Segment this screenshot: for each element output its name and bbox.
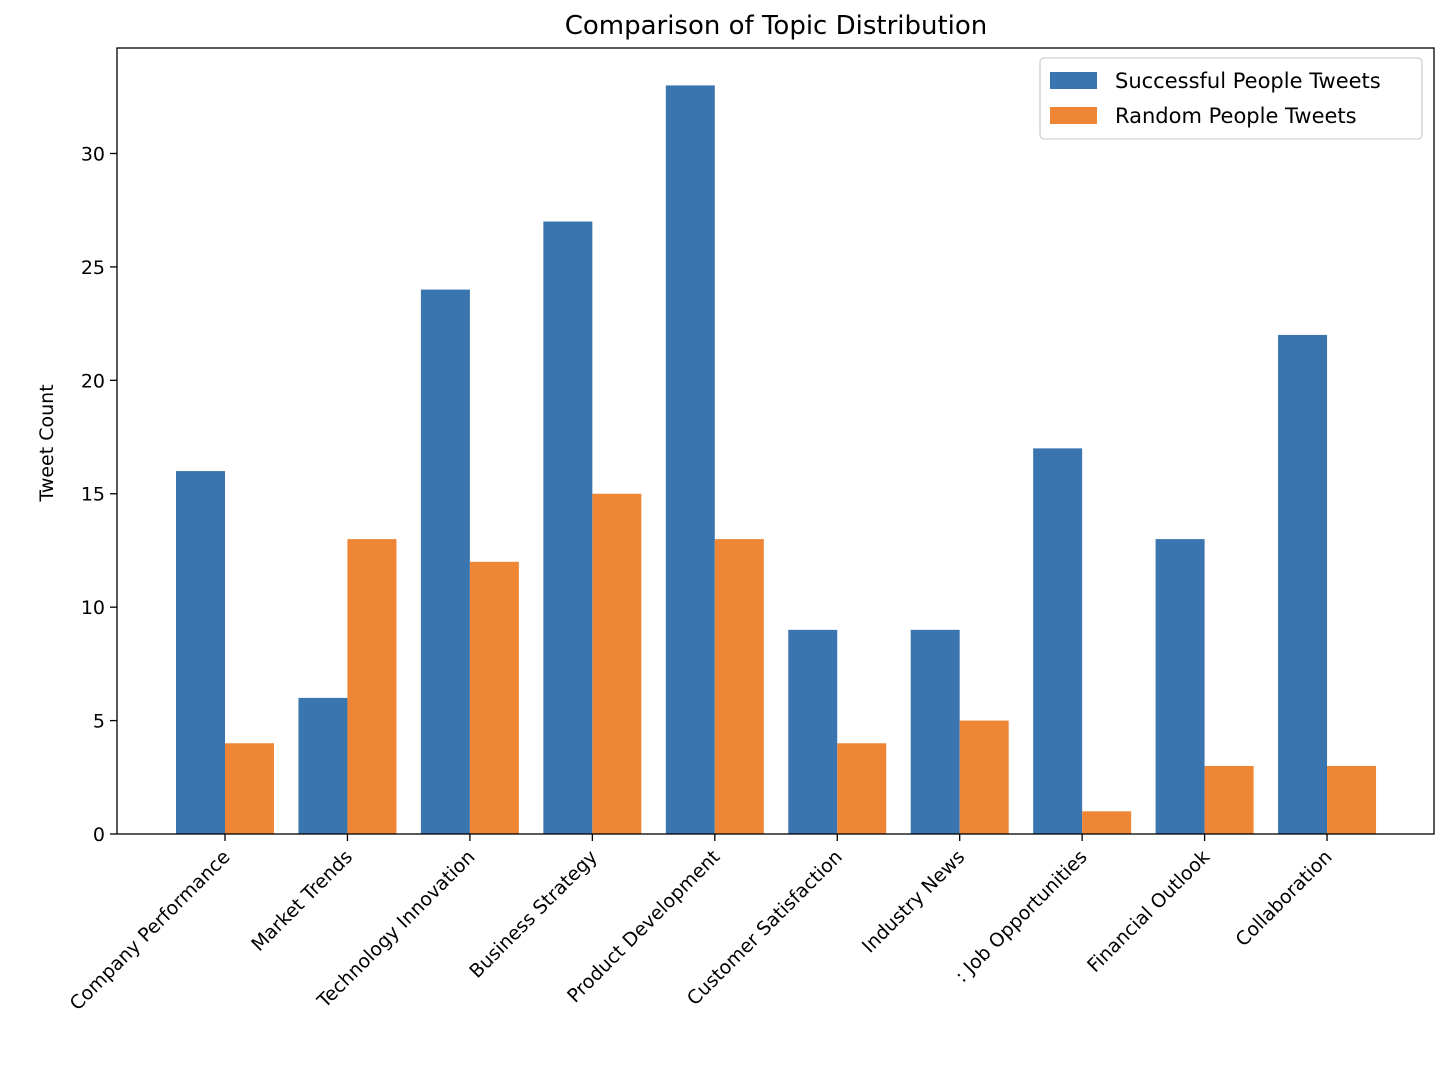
y-tick-label: 15 [81,484,105,506]
plot-frame [116,47,1435,835]
bar-successful-1 [298,697,348,834]
bar-successful-0 [176,471,225,834]
x-axis-ticks: Company Performance Market TrendsTechnolo… [66,834,1337,1015]
bars-group [176,85,1377,835]
bar-random-9 [1327,765,1377,834]
x-tick-label: Company Performance [66,846,235,1015]
x-tick-label: Market Trends [247,846,357,956]
bar-random-3 [592,493,642,834]
bar-successful-9 [1278,334,1328,834]
legend-entry: Random People Tweets [1115,104,1357,128]
x-tick-label: Industry News [858,846,969,957]
y-axis-ticks: 0 5 10 15 20 25 30 [81,143,117,846]
bar-successful-6 [910,629,960,834]
legend-box [1039,57,1423,140]
legend-entry: Successful People Tweets [1115,69,1381,93]
bar-random-6 [959,720,1009,834]
x-tick-label: Business Strategy [465,846,602,983]
y-tick-label: 0 [93,824,105,846]
legend: Successful People Tweets Random People Tw… [1039,57,1423,140]
legend-swatch [1050,107,1097,124]
x-tick-label: Financial Outlook [1083,846,1214,977]
bar-random-4 [714,539,764,834]
chart-title: Comparison of Topic Distribution [565,11,988,41]
y-tick-label: 10 [81,597,105,619]
bar-random-5 [837,743,887,834]
bar-successful-5 [788,629,838,834]
bar-random-8 [1204,765,1254,834]
bar-successful-7 [1033,448,1083,834]
bar-successful-8 [1155,539,1205,834]
bar-successful-2 [420,289,470,835]
bar-random-7 [1082,811,1132,834]
y-tick-label: 5 [93,711,105,733]
bar-random-0 [225,743,274,834]
bar-successful-3 [543,221,593,834]
x-tick-label: Collaboration [1231,846,1336,951]
y-tick-label: 25 [81,257,105,279]
x-tick-label: : Job Opportunities [951,846,1092,987]
legend-swatch [1050,72,1097,89]
bar-random-2 [469,561,519,834]
bar-successful-4 [665,85,715,835]
y-axis-label: Tweet Count [36,384,58,502]
y-tick-label: 20 [81,370,105,392]
bar-random-1 [347,539,397,834]
y-tick-label: 30 [81,143,105,165]
